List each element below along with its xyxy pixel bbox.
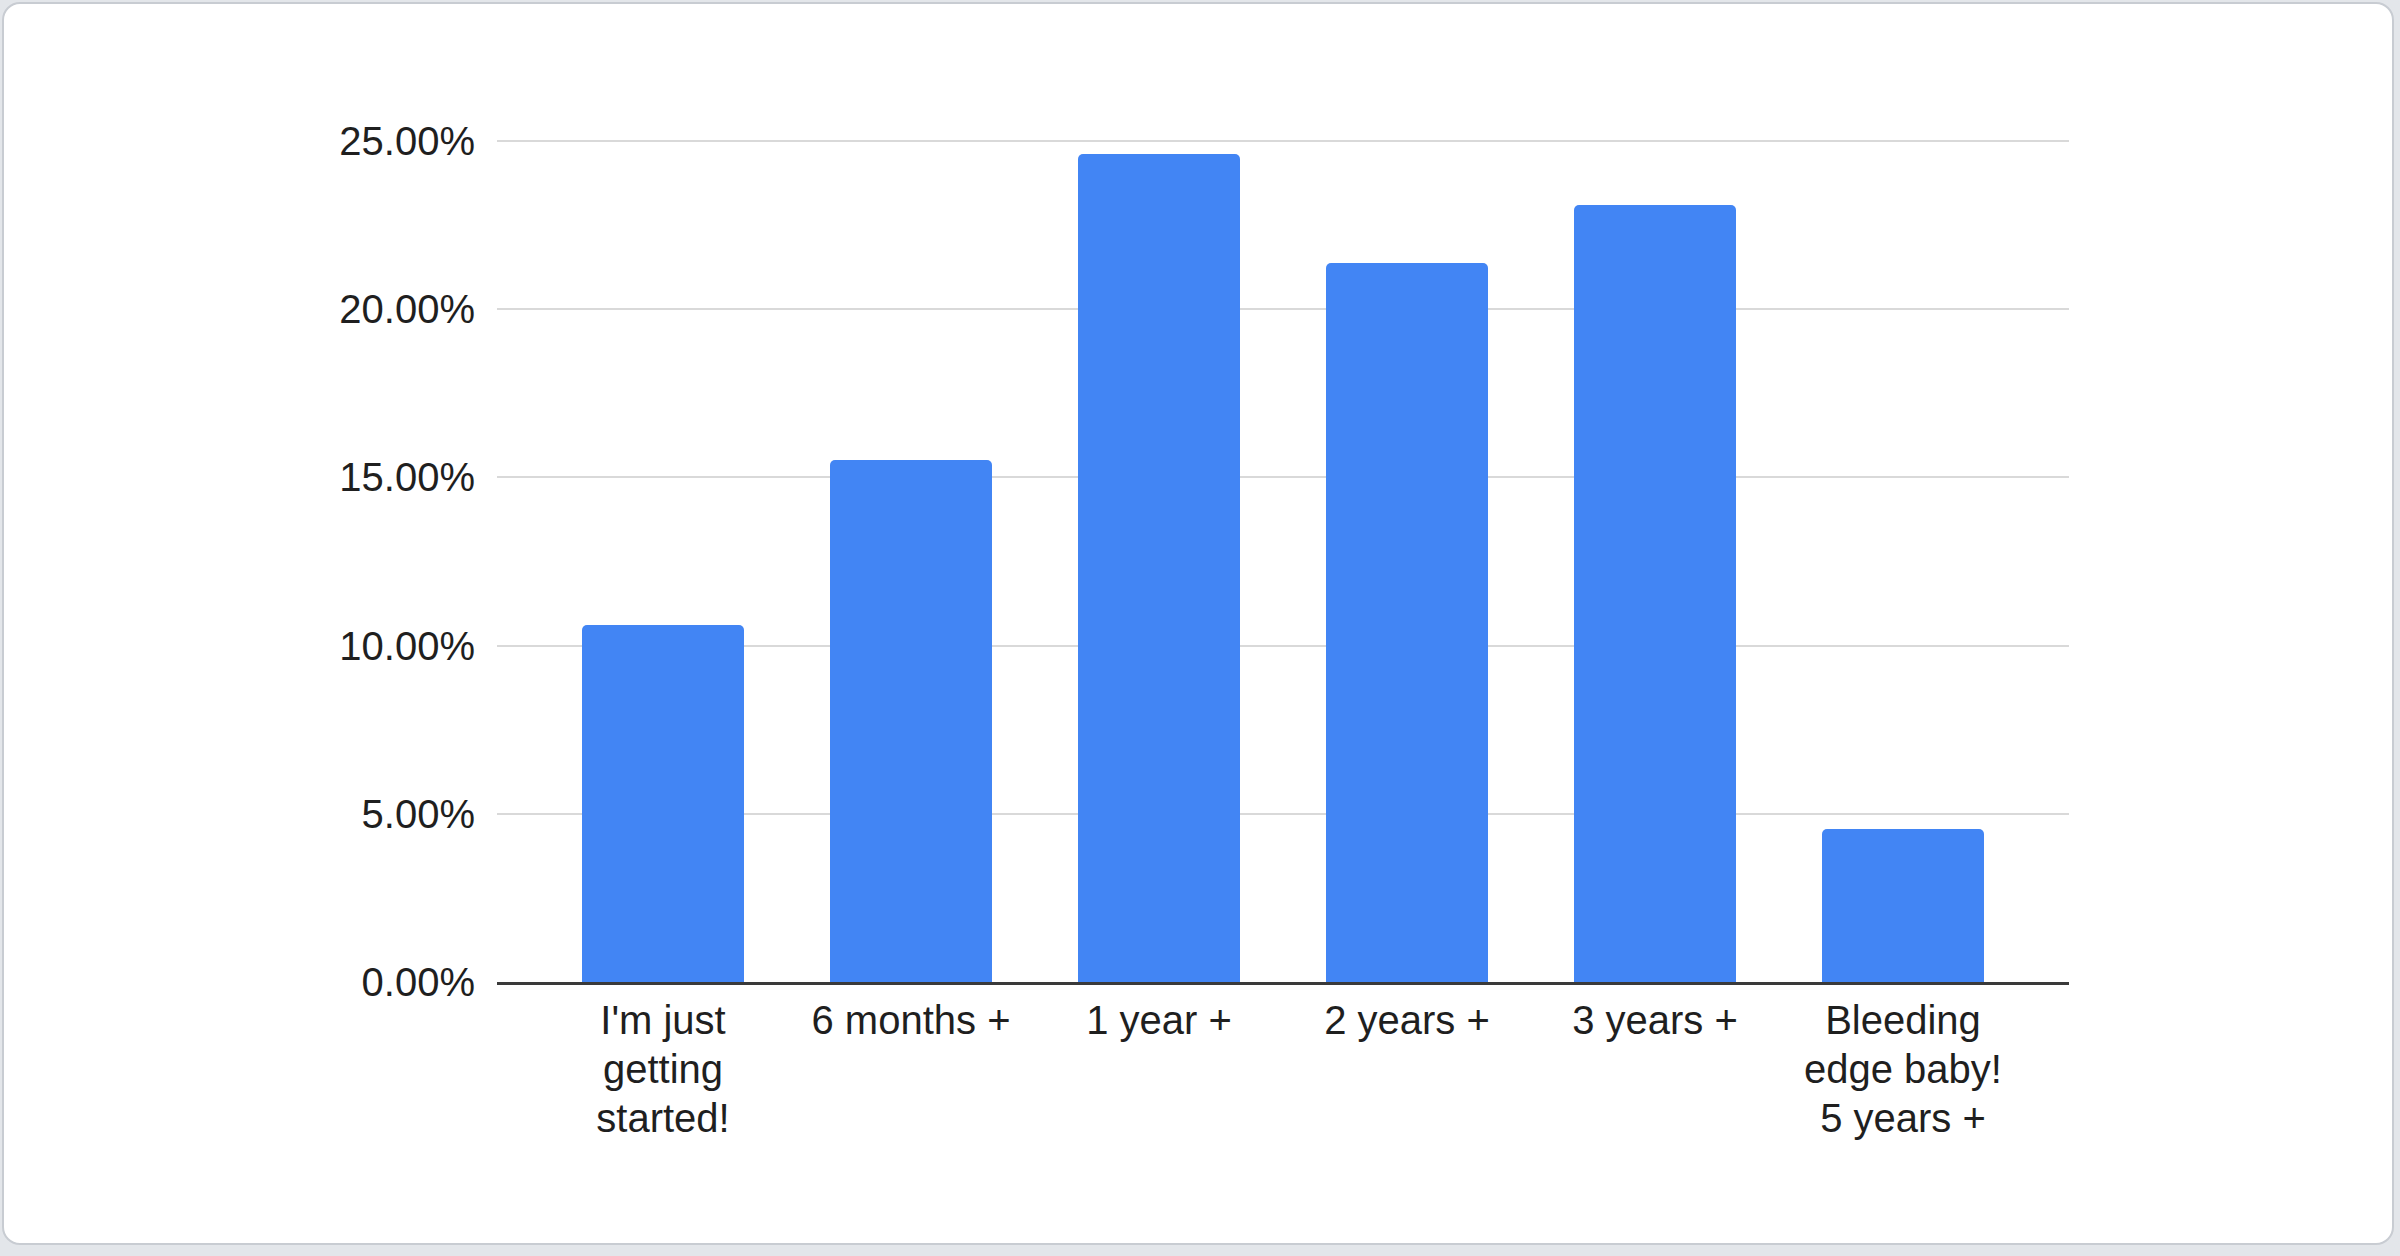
bar-6[interactable]: [1822, 829, 1984, 982]
bar-chart: 0.00% 5.00% 10.00% 15.00% 20.00% 25.00% I'm j…: [4, 4, 2392, 1243]
bar-1[interactable]: [582, 625, 744, 982]
x-category-label: 3 years +: [1531, 996, 1779, 1143]
y-tick-label: 25.00%: [339, 119, 475, 164]
bar-slot: [1779, 141, 2027, 982]
x-axis: I'm just getting started!6 months +1 yea…: [497, 996, 2069, 1143]
y-tick-label: 0.00%: [362, 960, 475, 1005]
bar-slot: [1531, 141, 1779, 982]
chart-card: 0.00% 5.00% 10.00% 15.00% 20.00% 25.00% I'm j…: [2, 2, 2394, 1245]
bar-4[interactable]: [1326, 263, 1488, 982]
x-category-label: Bleeding edge baby! 5 years +: [1779, 996, 2027, 1143]
plot-area: [497, 141, 2069, 985]
bar-slot: [1035, 141, 1283, 982]
y-tick-label: 10.00%: [339, 623, 475, 668]
x-category-label: 2 years +: [1283, 996, 1531, 1143]
y-tick-label: 5.00%: [362, 791, 475, 836]
x-category-label: 1 year +: [1035, 996, 1283, 1143]
bar-5[interactable]: [1574, 205, 1736, 982]
bar-3[interactable]: [1078, 154, 1240, 982]
x-category-label: I'm just getting started!: [539, 996, 787, 1143]
y-tick-label: 15.00%: [339, 455, 475, 500]
bar-2[interactable]: [830, 460, 992, 982]
x-category-label: 6 months +: [787, 996, 1035, 1143]
bar-slot: [1283, 141, 1531, 982]
bar-slot: [539, 141, 787, 982]
bar-slot: [787, 141, 1035, 982]
y-axis: 0.00%5.00%10.00%15.00%20.00%25.00%: [4, 141, 475, 982]
bars-container: [497, 141, 2069, 982]
y-tick-label: 20.00%: [339, 287, 475, 332]
